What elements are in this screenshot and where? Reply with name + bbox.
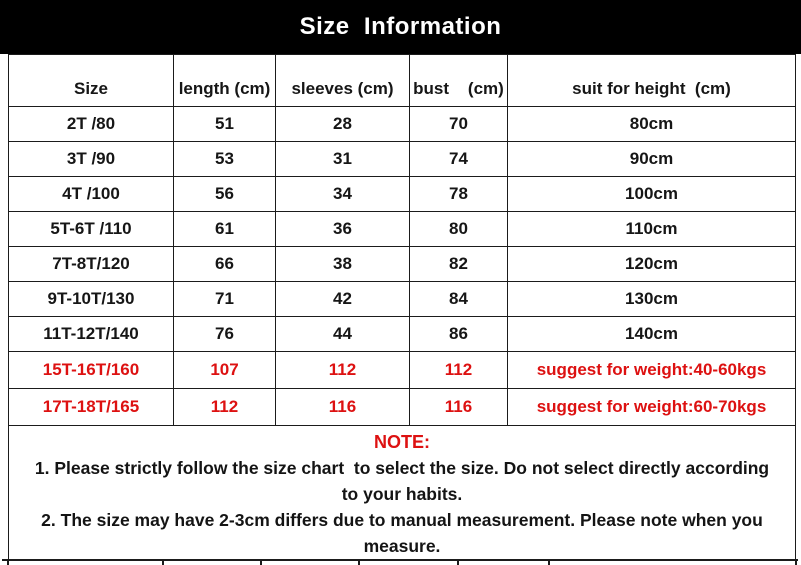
- column-header: sleeves (cm): [275, 54, 410, 107]
- note-line: measure.: [363, 536, 441, 556]
- size-cell: 4T /100: [8, 176, 174, 212]
- value-cell: 36: [275, 211, 410, 247]
- value-cell: 90cm: [507, 141, 796, 177]
- value-cell: suggest for weight:40-60kgs: [507, 351, 796, 389]
- value-cell: 120cm: [507, 246, 796, 282]
- value-cell: 44: [275, 316, 410, 352]
- note-line: 1. Please strictly follow the size chart…: [34, 458, 770, 478]
- value-cell: 61: [173, 211, 276, 247]
- value-cell: 116: [275, 388, 410, 426]
- grid-tick: [457, 560, 459, 565]
- grid-tick: [548, 560, 550, 565]
- partial-row-top-border: [2, 559, 798, 561]
- table-row: 17T-18T/165 112 116 116 suggest for weight:6…: [8, 388, 796, 426]
- title-bar: Size Information: [0, 0, 801, 54]
- value-cell: 38: [275, 246, 410, 282]
- size-cell: 3T /90: [8, 141, 174, 177]
- value-cell: 86: [409, 316, 508, 352]
- column-header: suit for height (cm): [507, 54, 796, 107]
- value-cell: 112: [275, 351, 410, 389]
- column-header: bust (cm): [409, 54, 508, 107]
- table-row: 3T /90 53 31 74 90cm: [8, 141, 796, 177]
- page-title: Size Information: [299, 13, 502, 40]
- size-cell: 15T-16T/160: [8, 351, 174, 389]
- value-cell: 100cm: [507, 176, 796, 212]
- value-cell: 80: [409, 211, 508, 247]
- size-cell: 11T-12T/140: [8, 316, 174, 352]
- table-row: 2T /80 51 28 70 80cm: [8, 106, 796, 142]
- table-row: 15T-16T/160 107 112 112 suggest for weight:4…: [8, 351, 796, 389]
- size-cell: 5T-6T /110: [8, 211, 174, 247]
- value-cell: 78: [409, 176, 508, 212]
- value-cell: 42: [275, 281, 410, 317]
- value-cell: 82: [409, 246, 508, 282]
- table-row: 9T-10T/130 71 42 84 130cm: [8, 281, 796, 317]
- value-cell: 66: [173, 246, 276, 282]
- note-heading: NOTE:: [374, 432, 430, 452]
- value-cell: 84: [409, 281, 508, 317]
- table-row: 5T-6T /110 61 36 80 110cm: [8, 211, 796, 247]
- grid-tick: [358, 560, 360, 565]
- size-cell: 17T-18T/165: [8, 388, 174, 426]
- value-cell: 80cm: [507, 106, 796, 142]
- size-table: Size length (cm) sleeves (cm) bust (cm) suit…: [8, 54, 796, 560]
- value-cell: 28: [275, 106, 410, 142]
- value-cell: 112: [409, 351, 508, 389]
- column-header: length (cm): [173, 54, 276, 107]
- value-cell: 34: [275, 176, 410, 212]
- value-cell: 31: [275, 141, 410, 177]
- grid-tick: [162, 560, 164, 565]
- value-cell: 51: [173, 106, 276, 142]
- size-table-header-row: Size length (cm) sleeves (cm) bust (cm) suit…: [8, 54, 796, 107]
- value-cell: 130cm: [507, 281, 796, 317]
- table-row: 4T /100 56 34 78 100cm: [8, 176, 796, 212]
- value-cell: 116: [409, 388, 508, 426]
- value-cell: 70: [409, 106, 508, 142]
- note-section: NOTE: 1. Please strictly follow the size…: [8, 425, 796, 560]
- note-line: to your habits.: [341, 484, 463, 504]
- size-cell: 7T-8T/120: [8, 246, 174, 282]
- value-cell: 53: [173, 141, 276, 177]
- value-cell: 74: [409, 141, 508, 177]
- value-cell: 110cm: [507, 211, 796, 247]
- size-cell: 2T /80: [8, 106, 174, 142]
- note-row: NOTE: 1. Please strictly follow the size…: [8, 425, 796, 560]
- value-cell: 140cm: [507, 316, 796, 352]
- value-cell: 107: [173, 351, 276, 389]
- value-cell: 112: [173, 388, 276, 426]
- value-cell: 71: [173, 281, 276, 317]
- table-row: 11T-12T/140 76 44 86 140cm: [8, 316, 796, 352]
- size-cell: 9T-10T/130: [8, 281, 174, 317]
- note-line: 2. The size may have 2-3cm differs due t…: [41, 510, 763, 530]
- table-row: 7T-8T/120 66 38 82 120cm: [8, 246, 796, 282]
- grid-tick: [7, 560, 9, 565]
- value-cell: 76: [173, 316, 276, 352]
- note-lines: 1. Please strictly follow the size chart…: [10, 455, 795, 559]
- value-cell: suggest for weight:60-70kgs: [507, 388, 796, 426]
- grid-tick: [795, 560, 797, 565]
- size-table-body: 2T /80 51 28 70 80cm 3T /90 53 31 74 90cm 4T /100 5…: [8, 106, 796, 426]
- column-header: Size: [8, 54, 174, 107]
- partial-next-table-row: [0, 559, 801, 565]
- value-cell: 56: [173, 176, 276, 212]
- grid-tick: [260, 560, 262, 565]
